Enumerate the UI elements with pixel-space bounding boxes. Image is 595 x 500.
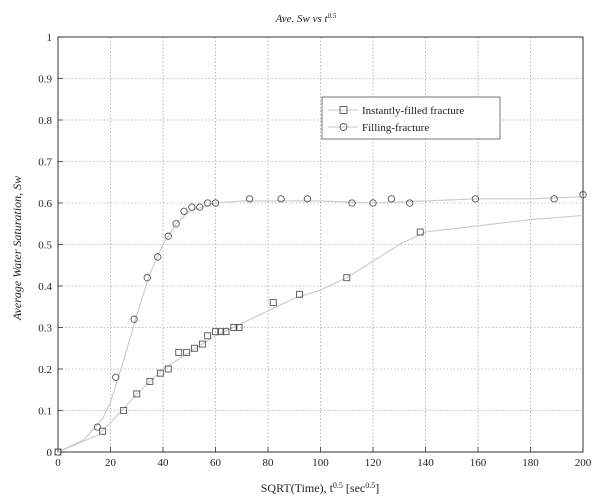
x-tick-label: 40	[158, 457, 170, 469]
data-point-circle	[164, 232, 172, 240]
legend-box	[321, 96, 501, 140]
y-tick-label: 0.1	[38, 406, 52, 418]
y-tick-label: 0.4	[38, 281, 52, 293]
data-point-circle	[471, 195, 480, 203]
data-point-circle	[172, 220, 180, 228]
x-tick-label: 0	[55, 457, 61, 469]
data-point-square	[146, 378, 154, 385]
data-point-circle	[387, 195, 396, 203]
data-point-circle	[211, 199, 220, 207]
data-point-square	[269, 299, 277, 307]
data-point-circle	[579, 191, 587, 199]
data-point-circle	[54, 448, 62, 456]
x-tick-label: 60	[210, 457, 222, 469]
data-point-circle	[369, 199, 377, 207]
y-tick-label: 0.3	[38, 323, 52, 335]
x-axis-label-main: SQRT(Time), t	[261, 481, 334, 495]
data-point-circle	[154, 253, 162, 261]
data-point-square	[120, 407, 128, 414]
data-point-circle	[196, 203, 204, 211]
data-point-square	[343, 274, 351, 282]
data-point-circle	[93, 423, 102, 431]
data-point-square	[164, 365, 172, 373]
data-point-square	[416, 228, 424, 236]
x-tick-label: 20	[105, 457, 117, 469]
axis-ticks: 0 20 40 60 80 100 120 140 160 180 200 0 0.1 0.2 0.3 0.4…	[38, 32, 592, 469]
x-tick-label: 140	[417, 457, 434, 469]
x-tick-label: 200	[575, 457, 592, 469]
legend-label-filling: Filling-fracture	[362, 122, 429, 134]
data-point-square	[212, 328, 219, 336]
data-point-square	[156, 369, 164, 377]
data-point-circle	[180, 207, 188, 215]
data-point-circle	[406, 199, 414, 207]
data-point-square	[235, 324, 243, 331]
series-markers	[54, 191, 587, 456]
x-axis-label-sup2: 0.5	[365, 481, 375, 490]
y-tick-label: 0.9	[38, 74, 52, 86]
data-point-circle	[203, 199, 212, 207]
grid	[58, 37, 583, 452]
x-tick-label: 120	[365, 457, 382, 469]
y-tick-label: 1	[47, 32, 53, 44]
y-tick-label: 0.8	[38, 115, 52, 127]
y-tick-label: 0.5	[38, 240, 52, 252]
data-point-circle	[188, 203, 196, 211]
legend: Instantly-filled fracture Filling-fractu…	[321, 96, 501, 140]
x-tick-label: 180	[522, 457, 539, 469]
x-tick-label: 100	[312, 457, 329, 469]
x-tick-label: 160	[470, 457, 487, 469]
data-point-circle	[143, 274, 151, 282]
x-axis-label-sup1: 0.5	[333, 481, 343, 490]
legend-label-instant: Instantly-filled fracture	[362, 105, 464, 117]
data-point-square	[217, 328, 225, 336]
data-point-circle	[550, 195, 558, 203]
y-tick-label: 0.7	[38, 157, 52, 169]
data-point-square	[204, 332, 212, 340]
data-point-square	[175, 348, 183, 356]
data-point-square	[99, 427, 107, 435]
data-point-circle	[303, 195, 312, 203]
x-axis-label-mid: [sec	[343, 481, 365, 495]
data-point-circle	[245, 195, 254, 203]
series-1-curve	[57, 196, 584, 453]
y-axis-label: Average Water Saturation, Sw	[10, 176, 24, 321]
chart-title: Ave. Sw vs t0.5	[275, 12, 337, 25]
chart-title-sup: 0.5	[328, 12, 337, 20]
data-point-square	[222, 328, 230, 336]
x-axis-label: SQRT(Time), t0.5 [sec0.5]	[261, 481, 380, 496]
data-point-square	[133, 390, 141, 398]
series-curves	[57, 196, 584, 453]
y-tick-label: 0	[47, 447, 53, 459]
x-tick-label: 80	[263, 457, 275, 469]
data-point-square	[198, 340, 206, 348]
chart-title-main: Ave. Sw vs t	[275, 13, 329, 25]
data-point-square	[230, 324, 238, 331]
data-point-circle	[277, 195, 285, 203]
data-point-square	[191, 344, 198, 352]
data-point-square	[183, 348, 191, 356]
legend-marker-circle	[339, 123, 348, 131]
x-axis-label-end: ]	[375, 481, 379, 495]
legend-marker-square	[339, 106, 348, 114]
y-tick-label: 0.2	[38, 364, 52, 376]
y-tick-label: 0.6	[38, 198, 52, 210]
data-point-circle	[130, 315, 138, 323]
data-point-square	[296, 290, 303, 298]
data-point-circle	[112, 373, 120, 381]
data-point-circle	[348, 199, 356, 207]
series-0-curve	[57, 214, 584, 453]
